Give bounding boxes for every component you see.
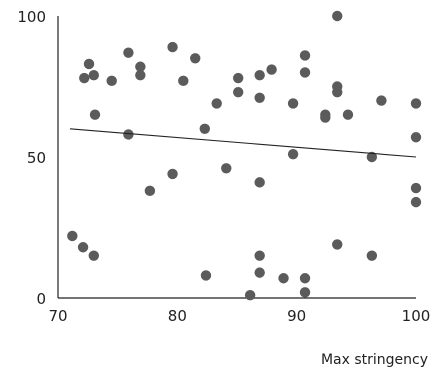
data-point-30 [266,64,277,75]
data-point-36 [299,273,311,284]
x-axis-title: Max stringency [321,352,428,368]
data-point-23 [232,86,244,98]
data-point-7 [89,109,101,120]
x-tick-labels: 70 80 90 100 [48,307,430,325]
data-point-37 [299,287,311,298]
data-point-5 [83,58,95,70]
data-point-39 [320,112,331,123]
data-point-10 [123,129,134,140]
data-point-35 [299,67,311,78]
x-tick-label-80: 80 [168,307,187,325]
y-tick-label-50: 50 [27,149,46,167]
data-point-49 [410,132,422,143]
data-point-27 [254,177,265,188]
data-point-50 [410,182,422,194]
data-point-33 [287,148,299,160]
data-point-18 [199,123,210,134]
data-point-22 [232,72,244,84]
data-point-40 [332,10,343,22]
data-point-48 [410,98,422,109]
y-tick-label-0: 0 [36,290,46,308]
data-point-24 [244,289,256,301]
data-point-44 [342,109,354,120]
data-point-26 [254,92,265,103]
data-point-3 [88,250,100,261]
x-tick-label-70: 70 [48,307,67,325]
data-point-21 [221,163,232,174]
data-point-29 [254,267,265,278]
x-tick-label-100: 100 [402,307,431,325]
data-point-6 [88,70,100,81]
x-tick-label-90: 90 [287,307,306,325]
data-point-51 [410,196,422,208]
y-tick-label-100: 100 [17,8,46,26]
data-point-1 [67,230,78,242]
data-point-13 [144,185,156,197]
data-point-14 [167,41,178,53]
data-point-25 [254,70,265,81]
data-point-2 [77,242,89,253]
data-point-20 [211,98,222,109]
data-points [67,10,422,301]
data-point-8 [106,75,117,87]
data-point-31 [278,273,289,284]
data-point-11 [135,61,146,72]
data-point-32 [287,98,299,109]
data-point-42 [332,86,343,98]
data-point-16 [178,75,189,87]
data-point-4 [79,72,90,84]
data-point-9 [123,47,134,58]
data-point-17 [190,53,201,64]
data-point-43 [332,239,343,250]
y-tick-labels: 0 50 100 [17,8,46,308]
data-point-34 [299,50,311,61]
trend-line [69,128,417,158]
data-point-45 [366,151,378,163]
data-point-46 [366,250,378,261]
data-point-19 [200,270,212,281]
data-point-15 [167,168,178,180]
data-point-47 [376,95,387,106]
data-point-12 [135,70,146,81]
data-point-28 [254,250,265,261]
